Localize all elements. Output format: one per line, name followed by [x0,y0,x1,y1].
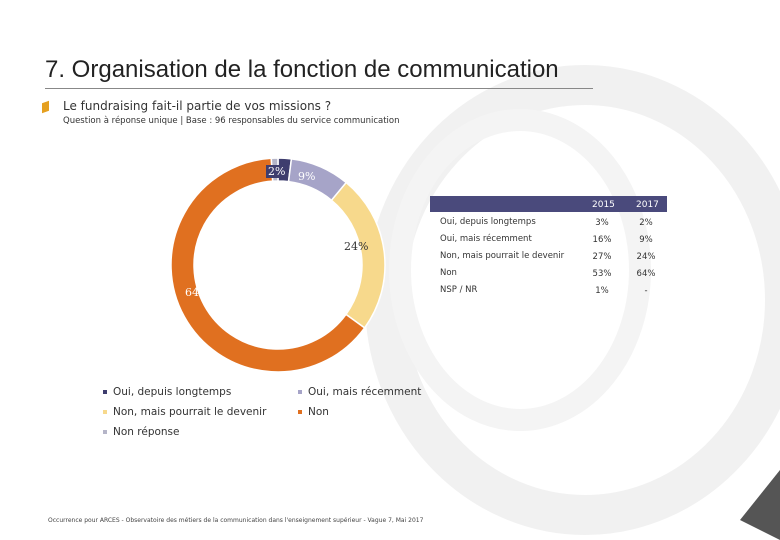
legend-label: Non réponse [113,426,180,438]
slice-label-1: 9% [298,170,316,183]
legend-swatch [298,410,302,414]
donut-slice-3 [170,157,366,373]
legend-item: Non réponse [103,426,180,438]
legend-item: Non, mais pourrait le devenir [103,406,266,418]
legend-item: Oui, depuis longtemps [103,386,231,398]
legend-label: Oui, mais récemment [308,386,422,398]
table-cell: 24% [636,252,656,262]
table-col-2017: 2017 [636,200,659,210]
page-title: 7. Organisation de la fonction de commun… [45,56,559,83]
table-col-2015: 2015 [592,200,615,210]
table-cell: 27% [592,252,612,262]
table-row-label: Oui, depuis longtemps [440,217,536,227]
table-row-label: Non [440,268,457,278]
table-cell: 1% [595,286,609,296]
legend-item: Non [298,406,329,418]
table-cell: 64% [636,269,656,279]
table-cell: 53% [592,269,612,279]
table-cell: 9% [639,235,653,245]
table-header [430,196,667,212]
table-row-label: Oui, mais récemment [440,234,532,244]
table-row-label: NSP / NR [440,285,478,295]
slice-label-2: 24% [344,240,369,253]
table-cell: - [644,286,648,296]
question-text: Le fundraising fait-il partie de vos mis… [63,99,332,113]
legend-swatch [298,390,302,394]
legend-swatch [103,390,107,394]
legend-label: Oui, depuis longtemps [113,386,232,398]
legend-swatch [103,410,107,414]
legend-item: Oui, mais récemment [298,386,421,398]
legend-label: Non [308,406,329,418]
legend-label: Non, mais pourrait le devenir [113,406,267,418]
slice-label-3: 64% [185,286,210,299]
table-cell: 2% [639,218,653,228]
donut-slice-2 [330,181,386,329]
footer-source: Occurrence pour ARCES - Observatoire des… [48,517,424,524]
legend-swatch [103,430,107,434]
table-cell: 3% [595,218,609,228]
table-cell: 16% [592,235,612,245]
table-row-label: Non, mais pourrait le devenir [440,251,565,261]
slice-label-0: 2% [266,165,288,178]
title-divider [45,88,593,89]
base-text: Question à réponse unique | Base : 96 re… [63,116,400,126]
